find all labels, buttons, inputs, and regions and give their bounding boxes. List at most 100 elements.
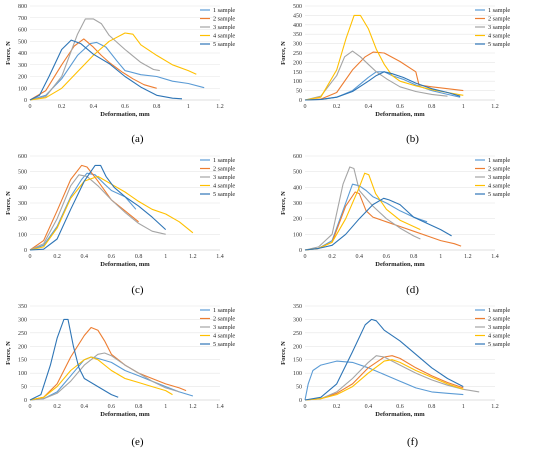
y-tick-label: 500 [18, 170, 27, 176]
legend-label-2: 2 sample [213, 316, 235, 323]
y-tick-label: 600 [18, 28, 27, 34]
series-line-2 [29, 38, 157, 101]
x-axis-label: Deformation, mm [100, 411, 150, 418]
y-tick-label: 400 [293, 185, 302, 191]
x-tick-label: 0.8 [428, 404, 436, 410]
x-tick-label: 1.2 [189, 254, 197, 260]
chart-panel-f: 0 50 100 150 200 250 300 350 0 0.2 0.4 0.6 0.8 1 1.2 De… [275, 300, 550, 452]
x-tick-label: 0.8 [410, 254, 418, 260]
y-tick-label: 500 [293, 4, 302, 10]
y-tick-label: 300 [293, 317, 302, 323]
caption-c: (c) [131, 284, 144, 296]
y-tick-label: 500 [18, 39, 27, 45]
x-axis-label: Deformation, mm [100, 111, 150, 118]
legend-label-1: 1 sample [488, 7, 510, 14]
y-axis-label: Force, N [5, 41, 12, 65]
chart-svg-f: 0 50 100 150 200 250 300 350 0 0.2 0.4 0.6 0.8 1 1.2 De… [280, 304, 510, 418]
series-line-4 [304, 14, 464, 101]
x-tick-label: 0 [304, 254, 307, 260]
y-tick-label: 700 [18, 16, 27, 22]
x-tick-label: 1.4 [491, 254, 499, 260]
legend-label-3: 3 sample [213, 24, 235, 31]
y-tick-label: 0 [24, 248, 27, 254]
x-tick-label: 0.8 [135, 404, 143, 410]
x-tick-label: 1.4 [216, 254, 224, 260]
y-tick-label: 200 [18, 217, 27, 223]
x-tick-label: 1 [462, 404, 465, 410]
x-tick-label: 0 [304, 104, 307, 110]
caption-b: (b) [406, 133, 419, 145]
series-line-2 [304, 355, 464, 401]
series-line-4 [29, 32, 197, 101]
caption-e: (e) [131, 436, 144, 448]
x-tick-label: 1 [164, 254, 167, 260]
legend-label-3: 3 sample [488, 174, 510, 181]
y-tick-label: 300 [18, 63, 27, 69]
y-tick-label: 250 [293, 51, 302, 57]
legend-label-2: 2 sample [488, 316, 510, 323]
y-tick-label: 300 [293, 42, 302, 48]
y-tick-label: 200 [18, 75, 27, 81]
legend-label-5: 5 sample [213, 191, 235, 198]
y-tick-label: 200 [18, 344, 27, 350]
series-line-2 [29, 326, 187, 401]
legend-label-5: 5 sample [488, 191, 510, 198]
chart-panel-a: 0 100 200 300 400 500 600 700 800 0 0.2 0.4 0.6 0.8 1 1… [0, 0, 275, 152]
series-line-3 [304, 50, 448, 101]
x-tick-label: 0.4 [81, 404, 89, 410]
x-axis-label: Deformation, mm [375, 411, 425, 418]
y-tick-label: 50 [21, 385, 27, 391]
y-axis-label: Force, N [280, 341, 287, 365]
y-tick-label: 200 [293, 60, 302, 66]
y-tick-label: 500 [293, 170, 302, 176]
legend-label-4: 4 sample [488, 333, 510, 340]
x-tick-label: 0 [29, 254, 32, 260]
x-tick-label: 0.6 [396, 104, 404, 110]
series-line-1 [304, 183, 428, 251]
x-tick-label: 0.2 [58, 104, 66, 110]
y-tick-label: 400 [18, 51, 27, 57]
legend-label-5: 5 sample [488, 341, 510, 348]
legend-label-3: 3 sample [213, 174, 235, 181]
series-line-3 [304, 166, 421, 251]
chart-svg-d: 0 100 200 300 400 500 600 0 0.2 0.4 0.6 0.8 1 1.2 1.4 D… [280, 154, 510, 268]
legend-label-2: 2 sample [488, 166, 510, 173]
x-tick-label: 0.6 [396, 404, 404, 410]
series-line-5 [29, 39, 183, 101]
x-tick-label: 0.4 [365, 104, 373, 110]
x-tick-label: 1 [462, 104, 465, 110]
y-tick-label: 100 [293, 371, 302, 377]
y-tick-label: 50 [296, 89, 302, 95]
legend-label-3: 3 sample [213, 324, 235, 331]
y-tick-label: 100 [293, 79, 302, 85]
chart-panel-e: 0 50 100 150 200 250 300 350 0 0.2 0.4 0.6 0.8 1 1.2 1.… [0, 300, 275, 452]
y-tick-label: 300 [18, 317, 27, 323]
y-tick-label: 350 [293, 304, 302, 310]
chart-svg-b: 0 50 100 150 200 250 300 350 400 450 500 0 0.2 0.4 0.6… [280, 4, 510, 118]
legend-label-2: 2 sample [213, 166, 235, 173]
x-tick-label: 0.4 [365, 404, 373, 410]
series-line-3 [29, 352, 180, 401]
x-tick-label: 0.2 [328, 254, 336, 260]
y-tick-label: 200 [293, 344, 302, 350]
series-line-1 [29, 356, 194, 401]
y-axis-label: Force, N [5, 191, 12, 215]
series-line-2 [304, 51, 464, 101]
y-tick-label: 350 [293, 32, 302, 38]
x-tick-label: 0 [29, 404, 32, 410]
series-line-1 [29, 172, 137, 251]
chart-svg-a: 0 100 200 300 400 500 600 700 800 0 0.2 0.4 0.6 0.8 1 1… [5, 4, 235, 118]
y-tick-label: 150 [293, 358, 302, 364]
chart-panel-c: 0 100 200 300 400 500 600 0 0.2 0.4 0.6 0.8 1 1.2 1.4 D… [0, 150, 275, 302]
y-tick-label: 400 [18, 185, 27, 191]
legend-label-3: 3 sample [488, 324, 510, 331]
y-axis-label: Force, N [280, 41, 287, 65]
x-tick-label: 1 [164, 404, 167, 410]
x-tick-label: 0.2 [333, 404, 341, 410]
series-line-3 [29, 18, 160, 101]
y-tick-label: 100 [293, 232, 302, 238]
legend-label-4: 4 sample [488, 183, 510, 190]
legend-label-5: 5 sample [488, 41, 510, 48]
legend-label-4: 4 sample [213, 33, 235, 40]
y-tick-label: 250 [18, 331, 27, 337]
